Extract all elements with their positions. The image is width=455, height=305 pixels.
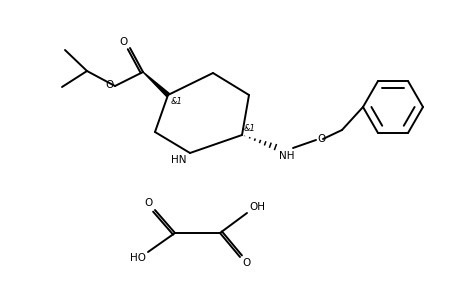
Text: NH: NH — [278, 151, 294, 161]
Text: HO: HO — [130, 253, 146, 263]
Text: O: O — [144, 198, 153, 208]
Text: O: O — [106, 80, 114, 90]
Text: O: O — [316, 134, 324, 144]
Text: HN: HN — [171, 155, 187, 165]
Text: O: O — [120, 37, 128, 47]
Polygon shape — [143, 72, 169, 96]
Text: O: O — [242, 258, 250, 268]
Text: OH: OH — [248, 202, 264, 212]
Text: &1: &1 — [243, 124, 255, 133]
Text: &1: &1 — [171, 97, 182, 106]
